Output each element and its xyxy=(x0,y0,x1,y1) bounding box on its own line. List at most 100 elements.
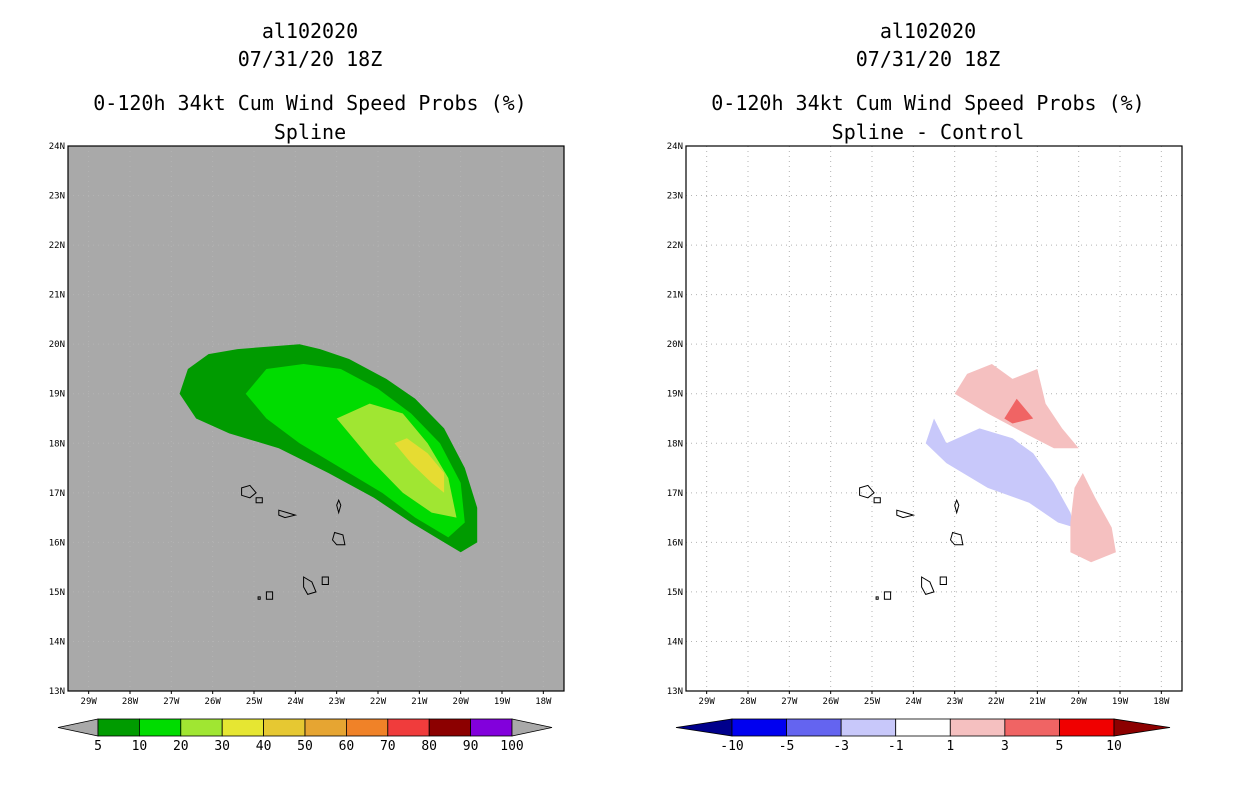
contour-level-20 xyxy=(336,403,457,518)
colorbar: -10 -5 -3 -1 1 3 5 10 xyxy=(675,718,1171,754)
y-tick-label: 24N xyxy=(49,142,65,152)
chart-title2: 0-120h 34kt Cum Wind Speed Probs (%) xyxy=(711,91,1144,115)
y-tick-label: 20N xyxy=(49,340,65,350)
colorbar-label: -1 xyxy=(888,739,904,754)
chart-left: al102020 07/31/20 18Z 0-120h 34kt Cum Wi… xyxy=(49,19,565,754)
y-tick-label: 13N xyxy=(49,687,65,697)
x-tick-label: 22W xyxy=(988,697,1005,707)
y-tick-label: 15N xyxy=(49,588,65,598)
colorbar-swatch xyxy=(263,718,306,737)
island-outline xyxy=(896,509,916,519)
x-tick-label: 19W xyxy=(494,697,511,707)
chart-subtitle: 07/31/20 18Z xyxy=(238,47,383,71)
colorbar-swatch xyxy=(387,718,430,737)
colorbar-swatch xyxy=(786,718,842,737)
plot-frame xyxy=(685,145,1183,692)
x-tick-label: 20W xyxy=(1071,697,1088,707)
y-tick-label: 21N xyxy=(667,291,683,301)
x-tick-label: 26W xyxy=(205,697,222,707)
x-tick-label: 22W xyxy=(370,697,387,707)
y-tick-label: 21N xyxy=(49,291,65,301)
island-outline xyxy=(883,591,892,600)
y-tick-label: 15N xyxy=(667,588,683,598)
x-tick-label: 18W xyxy=(535,697,552,707)
x-tick-label: 23W xyxy=(947,697,964,707)
y-tick-label: 16N xyxy=(667,538,683,548)
island-outline xyxy=(939,576,947,585)
y-tick-label: 17N xyxy=(667,489,683,499)
colorbar-swatch xyxy=(221,718,264,737)
colorbar-label: 80 xyxy=(421,739,437,754)
x-tick-label: 21W xyxy=(411,697,428,707)
chart-title3: Spline xyxy=(274,120,346,144)
island-outline xyxy=(265,591,274,600)
colorbar-swatch xyxy=(97,718,140,737)
y-tick-label: 22N xyxy=(667,241,683,251)
colorbar-label: 30 xyxy=(214,739,230,754)
x-tick-label: 24W xyxy=(287,697,304,707)
chart-title: al102020 xyxy=(262,19,358,43)
y-tick-label: 19N xyxy=(49,390,65,400)
x-tick-label: 24W xyxy=(905,697,922,707)
island-outline xyxy=(331,531,346,546)
chart-title2: 0-120h 34kt Cum Wind Speed Probs (%) xyxy=(93,91,526,115)
colorbar-label: -3 xyxy=(833,739,849,754)
y-tick-layer: 13N 14N 15N 16N 17N 18N 19N 20N 21N 22N 23N 24N xyxy=(667,142,683,697)
x-tick-layer: 29W 28W 27W 26W 25W 24W 23W 22W 21W 20W 19W 18W xyxy=(699,691,1170,707)
colorbar-swatch xyxy=(840,718,897,737)
y-tick-label: 19N xyxy=(667,390,683,400)
y-tick-label: 18N xyxy=(667,439,683,449)
y-tick-label: 22N xyxy=(49,241,65,251)
grid-layer xyxy=(686,146,1182,691)
y-tick-label: 14N xyxy=(49,637,65,647)
colorbar-swatch xyxy=(138,718,182,737)
x-tick-label: 25W xyxy=(246,697,263,707)
y-tick-label: 24N xyxy=(667,142,683,152)
plot-frame xyxy=(67,145,565,692)
island-outline xyxy=(954,498,960,515)
x-tick-label: 26W xyxy=(823,697,840,707)
x-tick-layer: 29W 28W 27W 26W 25W 24W 23W 22W 21W 20W 19W 18W xyxy=(81,691,552,707)
y-tick-label: 20N xyxy=(667,340,683,350)
y-tick-label: 17N xyxy=(49,489,65,499)
y-tick-label: 13N xyxy=(667,687,683,697)
colorbar-low-arrow xyxy=(675,718,733,737)
contour-layer xyxy=(179,344,478,553)
x-tick-label: 23W xyxy=(329,697,346,707)
island-layer xyxy=(859,484,964,600)
x-tick-label: 29W xyxy=(699,697,716,707)
colorbar-label: 40 xyxy=(256,739,272,754)
island-outline xyxy=(321,576,329,585)
island-outline xyxy=(873,497,881,504)
chart-right: al102020 07/31/20 18Z 0-120h 34kt Cum Wi… xyxy=(667,19,1183,754)
colorbar-label: 3 xyxy=(1001,739,1009,754)
colorbar-label: 1 xyxy=(946,739,954,754)
x-tick-label: 21W xyxy=(1029,697,1046,707)
y-tick-layer: 13N 14N 15N 16N 17N 18N 19N 20N 21N 22N 23N 24N xyxy=(49,142,65,697)
colorbar-label: 100 xyxy=(500,739,523,754)
island-outline xyxy=(278,509,298,519)
chart-subtitle: 07/31/20 18Z xyxy=(856,47,1001,71)
colorbar-label: 50 xyxy=(297,739,313,754)
colorbar-label: 5 xyxy=(1056,739,1064,754)
y-tick-label: 16N xyxy=(49,538,65,548)
colorbar-label: 70 xyxy=(380,739,396,754)
y-tick-label: 18N xyxy=(49,439,65,449)
colorbar-swatch xyxy=(731,718,787,737)
colorbar-swatch xyxy=(1004,718,1060,737)
colorbar-swatch xyxy=(1059,718,1115,737)
x-tick-label: 28W xyxy=(740,697,757,707)
x-tick-label: 25W xyxy=(864,697,881,707)
island-outline xyxy=(949,531,964,546)
y-tick-label: 23N xyxy=(667,192,683,202)
island-outline xyxy=(255,497,263,504)
colorbar-label: 5 xyxy=(94,739,102,754)
colorbar-swatch xyxy=(180,718,223,737)
contour-level-30 xyxy=(394,438,445,493)
contour-level-3 xyxy=(1004,398,1034,424)
grid-layer xyxy=(68,146,564,691)
island-outline xyxy=(875,596,879,600)
x-tick-label: 28W xyxy=(122,697,139,707)
y-tick-label: 23N xyxy=(49,192,65,202)
colorbar-swatch xyxy=(949,718,1006,737)
